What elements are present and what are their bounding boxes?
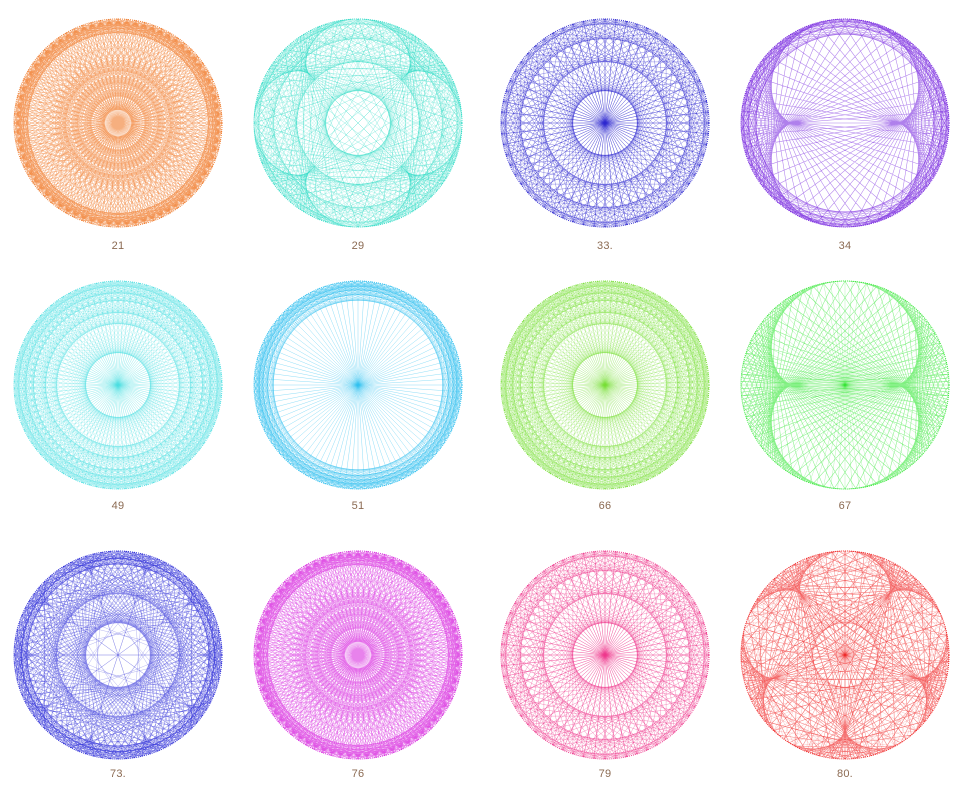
figure-number-label: 29 <box>351 240 365 252</box>
figure-card: 21 <box>3 8 233 270</box>
figure-number-label: 49 <box>111 500 125 512</box>
figure-card: 49 <box>3 270 233 532</box>
figure-number-label: 51 <box>351 500 365 512</box>
string-art-circle <box>500 280 710 490</box>
string-lines <box>253 550 463 760</box>
string-art-circle <box>13 280 223 490</box>
circle-outline <box>13 280 223 490</box>
string-lines <box>13 550 223 760</box>
figure-number-label: 76 <box>351 768 365 780</box>
figure-card: 79 <box>490 540 720 802</box>
string-art-circle <box>740 18 950 228</box>
string-art-circle <box>500 18 710 228</box>
string-art-circle <box>13 18 223 228</box>
figure-card: 66 <box>490 270 720 532</box>
figure-number-label: 67 <box>838 500 852 512</box>
figure-number-label: 73. <box>110 768 126 780</box>
string-lines <box>741 281 949 489</box>
figure-card: 67 <box>730 270 960 532</box>
string-lines <box>13 18 223 228</box>
figure-card: 34 <box>730 8 960 270</box>
figure-card: 33. <box>490 8 720 270</box>
string-lines <box>253 550 463 760</box>
string-art-circle <box>253 18 463 228</box>
string-art-circle <box>253 280 463 490</box>
string-lines <box>253 280 463 490</box>
figure-card: 51 <box>243 270 473 532</box>
string-lines <box>740 280 950 490</box>
string-lines <box>500 280 710 490</box>
figure-number-label: 66 <box>598 500 612 512</box>
string-lines <box>741 550 949 760</box>
string-lines <box>740 18 950 228</box>
figure-number-label: 80. <box>837 768 853 780</box>
string-lines <box>500 18 710 228</box>
figure-card: 80. <box>730 540 960 802</box>
string-lines <box>254 551 462 759</box>
figure-number-label: 79 <box>598 768 612 780</box>
figure-card: 29 <box>243 8 473 270</box>
figure-number-label: 34 <box>838 240 852 252</box>
string-lines <box>13 550 223 760</box>
string-art-circle <box>500 550 710 760</box>
string-lines <box>13 550 223 760</box>
string-lines <box>13 18 223 228</box>
figure-card: 76 <box>243 540 473 802</box>
figure-number-label: 21 <box>111 240 125 252</box>
string-art-circle <box>740 280 950 490</box>
string-lines <box>500 550 710 760</box>
figure-number-label: 33. <box>597 240 613 252</box>
string-lines <box>14 19 222 227</box>
figure-card: 73. <box>3 540 233 802</box>
string-lines <box>253 18 463 228</box>
string-lines <box>13 280 223 490</box>
string-art-circle <box>740 550 950 760</box>
string-lines <box>740 18 950 228</box>
circle-outline <box>500 280 710 490</box>
string-lines <box>253 18 463 228</box>
string-art-circle <box>253 550 463 760</box>
string-art-circle <box>13 550 223 760</box>
string-lines <box>740 550 950 760</box>
string-lines <box>254 281 462 489</box>
